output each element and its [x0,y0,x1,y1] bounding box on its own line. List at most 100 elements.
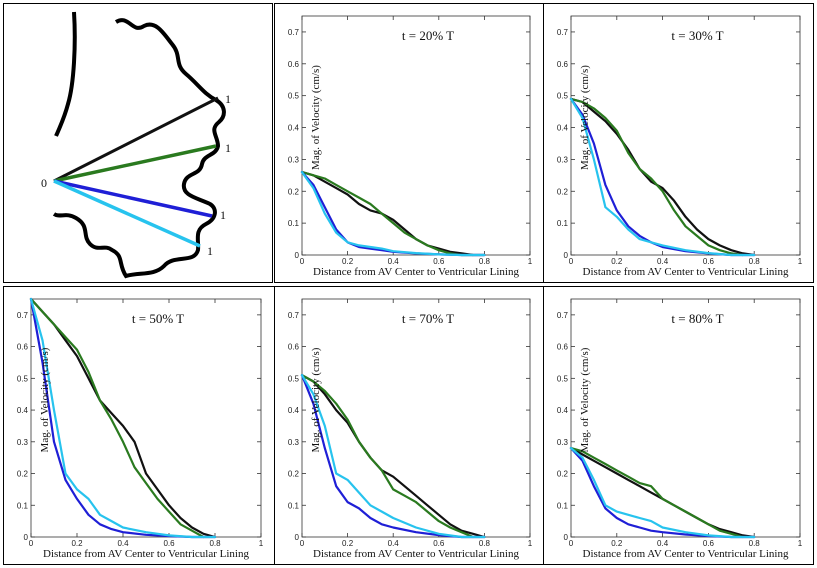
y-tick-label: 0.5 [288,92,300,101]
y-tick-label: 0.3 [288,438,300,447]
plot-frame [301,15,531,256]
y-tick-label: 0 [295,251,300,260]
series-line-cyan [29,297,217,539]
x-tick-label: 0.2 [71,539,83,548]
x-tick-label: 0.6 [703,257,715,266]
y-tick-label: 0.6 [288,343,300,352]
chart-20pct: 0 0.2 0.4 0.6 0.8 1 0 0.1 0.2 0.3 0.4 0.5 0.6 0.7 t = … [288,15,533,278]
y-tick-label: 0.6 [557,60,569,69]
y-tick-label: 0.4 [557,124,569,133]
series-line-blue [29,297,217,539]
x-tick-label: 1 [528,539,533,548]
x-tick-label: 0.2 [342,539,354,548]
y-tick-label: 0.7 [557,311,569,320]
chart-title: t = 20% T [402,28,454,43]
y-tick-label: 0.6 [557,343,569,352]
end-label-blue: 1 [220,208,226,222]
series-line-green [300,374,475,539]
ventricle-wall-right [52,18,226,279]
chart-title: t = 50% T [132,311,184,326]
x-tick-label: 0.2 [611,257,623,266]
y-tick-label: 0.5 [17,374,29,383]
x-tick-label: 0.6 [163,539,175,548]
heart-diagram-panel: 0 1 1 1 1 [3,3,273,283]
plot-frame [301,298,531,538]
x-axis-label: Distance from AV Center to Ventricular L… [313,266,519,278]
chart-80pct: 0 0.2 0.4 0.6 0.8 1 0 0.1 0.2 0.3 0.4 0.5 0.6 0.7 t = … [557,298,803,560]
chart-30pct: 0 0.2 0.4 0.6 0.8 1 0 0.1 0.2 0.3 0.4 0.5 0.6 0.7 t = … [557,15,803,278]
x-tick-label: 0 [569,539,574,548]
y-tick-label: 0.5 [557,374,569,383]
ventricle-wall-left [54,11,77,137]
x-tick-label: 1 [798,539,803,548]
plot-frame [570,298,801,538]
series-line-cyan [300,171,486,257]
y-axis-label: Mag. of Velocity (cm/s) [579,347,591,452]
series-line-cyan [569,97,756,257]
y-tick-label: 0.1 [288,501,300,510]
x-tick-label: 0.8 [749,539,761,548]
chart-panel-70: 0 0.2 0.4 0.6 0.8 1 0 0.1 0.2 0.3 0.4 0.5 0.6 0.7 t = … [274,286,544,565]
y-tick-label: 0 [295,533,300,542]
y-tick-label: 0.2 [288,470,300,479]
y-tick-label: 0.7 [288,311,300,320]
x-tick-label: 0.4 [388,539,400,548]
y-tick-label: 0.3 [288,155,300,164]
series-line-cyan [300,374,486,539]
y-tick-label: 0.3 [557,155,569,164]
y-tick-label: 0.7 [557,28,569,37]
series-line-green [569,97,744,257]
x-tick-label: 0.4 [388,257,400,266]
chart-panel-80: 0 0.2 0.4 0.6 0.8 1 0 0.1 0.2 0.3 0.4 0.5 0.6 0.7 t = … [543,286,814,565]
x-tick-label: 0.2 [342,257,354,266]
x-tick-label: 0.4 [657,257,669,266]
x-tick-label: 0.8 [749,257,761,266]
y-tick-label: 0.1 [288,219,300,228]
series-line-black [300,171,486,257]
x-axis-label: Distance from AV Center to Ventricular L… [43,548,249,560]
y-tick-label: 0 [564,533,569,542]
radius-line-green [53,144,217,183]
series-line-blue [300,374,486,539]
y-axis-label: Mag. of Velocity (cm/s) [579,65,591,170]
y-tick-label: 0.4 [288,406,300,415]
series-line-green [569,447,744,539]
y-tick-label: 0.6 [288,60,300,69]
chart-panel-20: 0 0.2 0.4 0.6 0.8 1 0 0.1 0.2 0.3 0.4 0.5 0.6 0.7 t = … [274,3,544,283]
y-tick-label: 0.1 [17,501,29,510]
y-tick-label: 0.5 [288,374,300,383]
y-tick-label: 0 [24,533,29,542]
x-tick-label: 0.2 [611,539,623,548]
plot-frame [570,15,801,256]
y-tick-label: 0.2 [17,470,29,479]
series-line-green [300,171,475,257]
x-tick-label: 0 [569,257,574,266]
x-axis-label: Distance from AV Center to Ventricular L… [583,266,789,278]
y-tick-label: 0.2 [557,187,569,196]
series-line-black [29,297,217,539]
x-tick-label: 0 [300,257,305,266]
end-label-black: 1 [225,92,231,106]
y-tick-label: 0.1 [557,501,569,510]
series-line-cyan [569,447,756,539]
x-tick-label: 0.4 [117,539,129,548]
y-tick-label: 0.7 [17,311,29,320]
y-tick-label: 0.2 [288,187,300,196]
end-label-green: 1 [225,141,231,155]
radius-line-black [53,96,219,183]
series-line-black [569,97,756,257]
x-tick-label: 0.8 [479,257,491,266]
y-tick-label: 0.4 [288,124,300,133]
x-tick-label: 0.6 [433,539,445,548]
end-label-cyan: 1 [207,244,213,258]
x-tick-label: 0 [300,539,305,548]
x-tick-label: 1 [259,539,264,548]
y-axis-label: Mag. of Velocity (cm/s) [310,65,322,170]
y-tick-label: 0.6 [17,343,29,352]
chart-50pct: 0 0.2 0.4 0.6 0.8 1 0 0.1 0.2 0.3 0.4 0.5 0.6 0.7 t = … [17,297,264,560]
x-axis-label: Distance from AV Center to Ventricular L… [313,548,519,560]
y-tick-label: 0 [564,251,569,260]
y-tick-label: 0.3 [557,438,569,447]
x-axis-label: Distance from AV Center to Ventricular L… [583,548,789,560]
